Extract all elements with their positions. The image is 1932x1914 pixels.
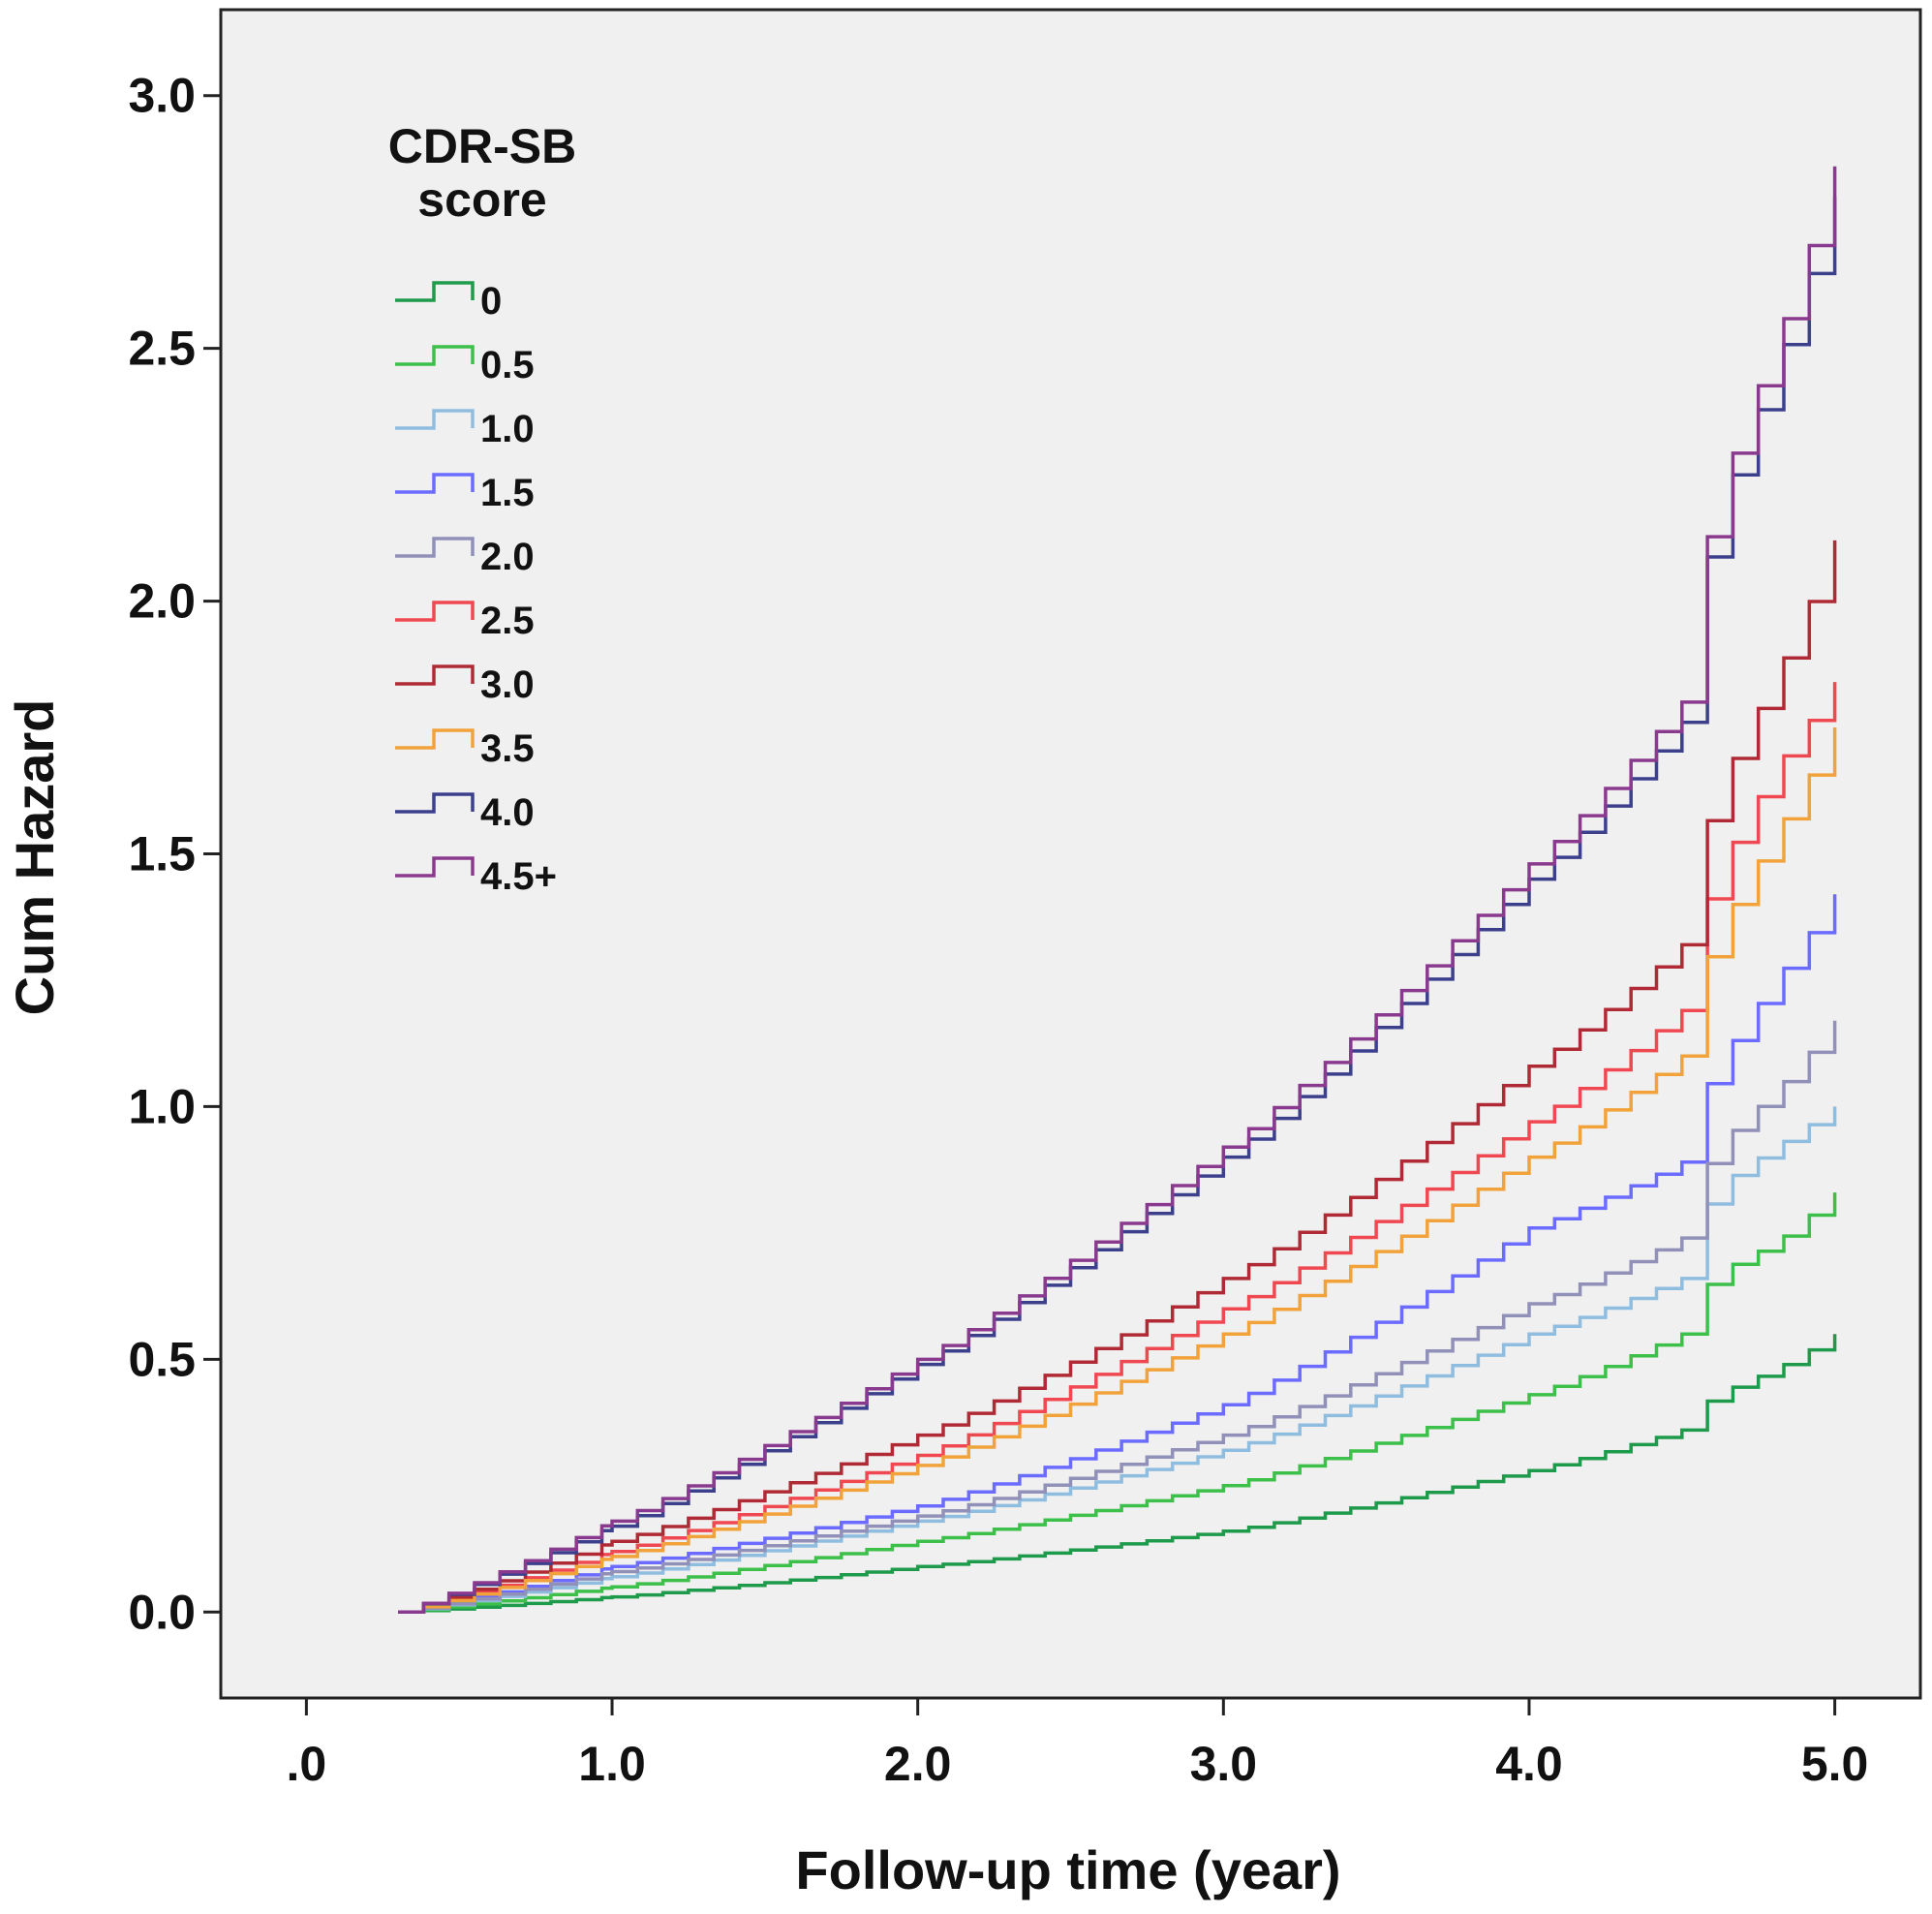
series-line-1.0 <box>398 1106 1837 1615</box>
x-tick-label: 1.0 <box>578 1737 646 1791</box>
legend: CDR-SB score 0 0.5 1.0 1.5 2.0 2.5 3.0 3.5 4.0 4.… <box>388 119 576 898</box>
series-line-3.0 <box>398 540 1837 1615</box>
y-tick-label: 0.5 <box>128 1332 196 1386</box>
y-tick-label: 1.5 <box>128 827 196 881</box>
series-line-4.0 <box>398 197 1837 1615</box>
x-axis-title: Follow-up time (year) <box>795 1839 1340 1900</box>
plot-area <box>219 8 1922 1700</box>
legend-swatch <box>395 473 475 494</box>
x-tick-label: .0 <box>287 1737 327 1791</box>
legend-title-line-1: CDR-SB <box>388 119 576 173</box>
legend-swatch <box>395 728 475 750</box>
legend-swatch <box>395 664 475 686</box>
legend-label: 1.5 <box>480 472 535 514</box>
legend-label: 0.5 <box>480 344 535 386</box>
x-tick-label: 5.0 <box>1801 1737 1869 1791</box>
y-tick-label: 2.0 <box>128 574 196 629</box>
legend-swatch <box>395 409 475 430</box>
legend-swatch <box>395 281 475 302</box>
x-tick-label: 2.0 <box>884 1737 952 1791</box>
series-line-0 <box>398 1334 1837 1615</box>
x-axis: .0 1.0 2.0 3.0 4.0 5.0 <box>287 1698 1869 1791</box>
legend-swatch <box>395 537 475 558</box>
series-line-0.5 <box>398 1192 1837 1615</box>
legend-label: 4.5+ <box>480 855 557 898</box>
legend-title-line-2: score <box>417 172 546 227</box>
series-line-4.5+ <box>398 166 1837 1615</box>
x-tick-label: 4.0 <box>1495 1737 1563 1791</box>
y-tick-label: 3.0 <box>128 69 196 123</box>
legend-label: 0 <box>480 280 502 323</box>
legend-label: 4.0 <box>480 791 535 834</box>
y-tick-label: 2.5 <box>128 322 196 376</box>
legend-swatch <box>395 345 475 366</box>
series-lines <box>398 166 1837 1615</box>
x-tick-label: 3.0 <box>1190 1737 1258 1791</box>
series-line-2.0 <box>398 1020 1837 1615</box>
series-line-3.5 <box>398 727 1837 1615</box>
legend-label: 3.5 <box>480 727 535 770</box>
y-axis: 0.0 0.5 1.0 1.5 2.0 2.5 3.0 <box>128 69 221 1639</box>
legend-swatch <box>395 601 475 622</box>
legend-swatch <box>395 856 475 878</box>
legend-swatch <box>395 792 475 814</box>
legend-label: 2.5 <box>480 600 535 642</box>
legend-label: 3.0 <box>480 664 535 706</box>
y-tick-label: 1.0 <box>128 1079 196 1133</box>
y-axis-title: Cum Hazard <box>4 699 65 1016</box>
y-tick-label: 0.0 <box>128 1585 196 1639</box>
legend-label: 1.0 <box>480 408 535 450</box>
legend-label: 2.0 <box>480 536 535 578</box>
